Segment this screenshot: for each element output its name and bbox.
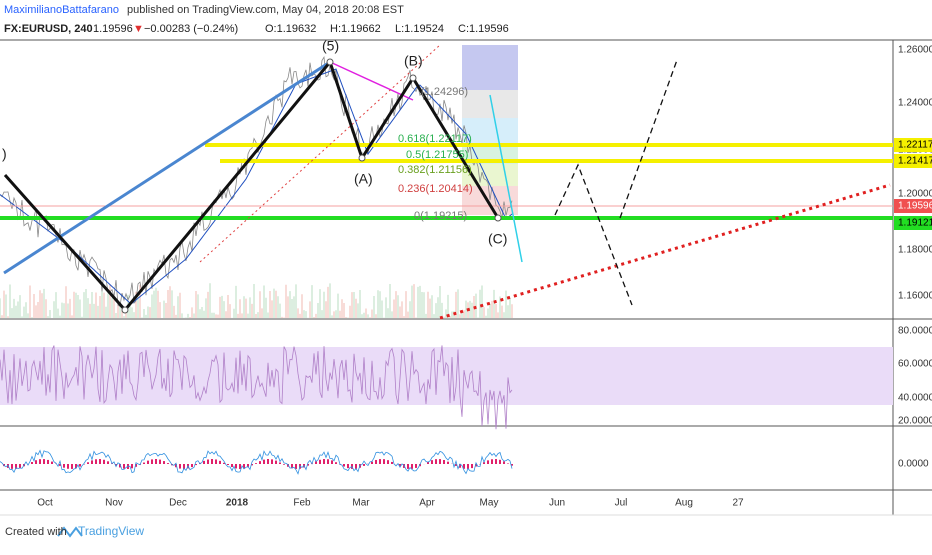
projection-path	[554, 163, 633, 306]
open: O:1.19632	[265, 23, 316, 35]
pivot	[358, 154, 366, 162]
last: 1.19596	[93, 23, 133, 35]
pivots	[121, 58, 502, 314]
axis-label: 1.16000	[898, 291, 932, 302]
channel-line	[439, 183, 891, 320]
wave-label: (B)	[404, 53, 423, 69]
axis-label: 1.26000	[898, 45, 932, 56]
wave-label: )	[2, 146, 7, 162]
logo-mark	[57, 526, 83, 538]
high: H:1.19662	[330, 23, 381, 35]
tag-label: 1.21417	[898, 156, 932, 167]
fib-band	[462, 90, 518, 118]
price-line	[0, 55, 513, 307]
axis-label: Dec	[169, 498, 187, 509]
axis-label: 0.0000	[898, 459, 929, 470]
price-series	[0, 55, 513, 475]
axis-label: 1.24000	[898, 98, 932, 109]
tag-label: 1.19596	[898, 201, 932, 212]
close: C:1.19596	[458, 23, 509, 35]
wave-line	[3, 58, 500, 313]
pivot	[409, 74, 417, 82]
fib-label: (1.24296)	[421, 86, 468, 98]
wave-label: (5)	[322, 38, 339, 54]
pivot	[494, 214, 502, 222]
rsi-line	[0, 345, 513, 430]
fib-label: 0.382(1.21156)	[398, 164, 472, 176]
wave-label: (A)	[354, 171, 373, 187]
fib-box	[462, 45, 518, 215]
tag	[894, 216, 932, 230]
author[interactable]: MaximilianoBattafarano	[4, 4, 119, 16]
change: −0.00283 (−0.24%)	[144, 23, 238, 35]
axis-label: 27	[732, 498, 744, 509]
wave-labels: (5) (B) (A) (C) )	[2, 38, 507, 247]
axis-label: Feb	[293, 498, 311, 509]
trend-line	[329, 61, 414, 101]
fib-label: 0.5(1.21755)	[406, 149, 468, 161]
fib-label: 0.618(1.22117)	[398, 133, 472, 145]
fib-label: 0.236(1.20414)	[398, 183, 473, 195]
arrow: ▼	[133, 23, 144, 35]
macd-line	[0, 449, 513, 475]
projection-path	[619, 59, 678, 219]
axis-label: 20.0000	[898, 416, 932, 427]
symbol: FX:EURUSD, 240	[4, 23, 93, 35]
macd-axis: 0.0000	[898, 459, 929, 470]
tag	[894, 154, 932, 168]
pivot	[121, 306, 129, 314]
axis-label: May	[480, 498, 499, 509]
axis-label: Nov	[105, 498, 123, 509]
logo	[57, 526, 83, 538]
axis-label: Mar	[352, 498, 370, 509]
footer-brand[interactable]: TradingView	[78, 524, 144, 538]
axis-label: 1.18000	[898, 245, 932, 256]
pivot	[326, 58, 334, 66]
axis-label: 60.0000	[898, 359, 932, 370]
tag-label: 1.22117	[898, 140, 932, 151]
price-tags: 1.22117 1.21417 1.19596 1.19121	[894, 138, 932, 230]
projection	[554, 59, 678, 306]
axis-label: 1.20000	[898, 189, 932, 200]
fib-labels: (1.24296) 0.618(1.22117) 0.5(1.21755) 0.…	[398, 86, 473, 222]
axis-label: Aug	[675, 498, 693, 509]
published: published on TradingView.com, May 04, 20…	[127, 4, 404, 16]
channel-line	[199, 44, 441, 263]
axis-label: Apr	[419, 498, 435, 509]
axis-label: 2018	[226, 498, 249, 509]
fib-band	[462, 118, 518, 144]
axis-label: Jul	[615, 498, 628, 509]
fib-label: 0(1.19215)	[414, 210, 467, 222]
tag-label: 1.19121	[898, 218, 932, 229]
axis-label: 40.0000	[898, 393, 932, 404]
panes	[0, 39, 932, 516]
tag	[894, 138, 932, 152]
rsi-axis: 80.0000 60.0000 40.0000 20.0000	[898, 326, 932, 427]
trend-line	[489, 94, 523, 263]
trend-line	[3, 60, 331, 275]
tag	[894, 199, 932, 213]
rsi-band	[0, 347, 893, 405]
time-axis: Oct Nov Dec 2018 Feb Mar Apr May Jun Jul Aug 27	[37, 498, 744, 509]
low: L:1.19524	[395, 23, 444, 35]
axis-label: 80.0000	[898, 326, 932, 337]
axis-label: Oct	[37, 498, 53, 509]
wave-label: (C)	[488, 231, 507, 247]
footer-text: Created with	[5, 526, 67, 538]
axis-label: Jun	[549, 498, 565, 509]
fib-band	[462, 45, 518, 90]
